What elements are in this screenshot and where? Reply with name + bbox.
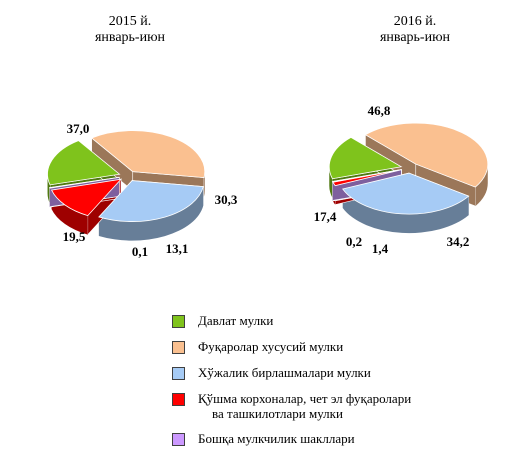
legend-label-qoshma-line1: Қўшма корхоналар, чет эл фуқаролари [198,391,412,406]
legend-swatch-davlat [172,315,185,328]
legend-label-boshqa: Бошқа мулкчилик шакллари [198,431,355,446]
pie-slice-side-1-xojalik-0 [342,188,469,234]
pie-slice-1-fuqarolar [364,122,489,188]
pie-slice-1-boshqa [331,169,402,183]
data-label-2016-davlat: 17,4 [314,209,337,224]
pie-slice-0-fuqarolar [90,130,206,179]
data-label-2015-xojalik: 30,3 [215,192,238,207]
legend-swatch-xojalik [172,367,185,380]
data-label-2016-qoshma: 1,4 [372,241,389,256]
pie-slice-0-xojalik [98,180,204,222]
legend-item-fuqarolar: Фуқаролар хусусий мулки [172,337,502,363]
legend-item-davlat: Давлат мулки [172,311,502,337]
pie-slice-1-xojalik [342,172,470,215]
pie-slice-0-davlat [47,140,121,186]
pie-slice-side-0-qoshma-0 [51,190,88,235]
pie-slice-side-1-fuqarolar-0 [475,164,488,207]
legend-label-qoshma: Қўшма корхоналар, чет эл фуқаролари ва т… [198,391,411,421]
pie-slice-side-0-xojalik-0 [98,186,204,241]
legend: Давлат мулки Фуқаролар хусусий мулки Хўж… [172,311,502,455]
pie-slices-2016 [328,122,489,234]
legend-label-davlat: Давлат мулки [198,313,274,328]
pie-slice-0-boshqa [49,176,120,189]
legend-item-boshqa: Бошқа мулкчилик шакллари [172,429,502,455]
data-label-2015-fuqarolar: 37,0 [67,121,90,136]
legend-swatch-fuqarolar [172,341,185,354]
pie-chart-2016: 2016 й. январь-июн 46,8 34,2 1,4 17,4 0,… [314,14,489,256]
pie-slice-0-qoshma [50,178,123,217]
chart-title-2015-line2: январь-июн [95,30,166,45]
data-label-2016-xojalik: 34,2 [447,234,470,249]
legend-swatch-boshqa [172,433,185,446]
legend-swatch-qoshma [172,393,185,406]
pie-chart-2015: 2015 й. январь-июн 37,0 30,3 13,1 19,5 0… [47,14,238,259]
legend-item-xojalik: Хўжалик бирлашмалари мулки [172,363,502,389]
data-label-2016-fuqarolar: 46,8 [368,103,391,118]
pie-slices-2015 [47,130,206,241]
data-label-2015-qoshma: 13,1 [166,241,189,256]
chart-title-2016-line1: 2016 й. [394,14,437,29]
legend-item-qoshma: Қўшма корхоналар, чет эл фуқаролари ва т… [172,389,502,429]
chart-title-2016-line2: январь-июн [380,30,451,45]
data-label-2016-boshqa: 0,2 [346,234,362,249]
data-label-2015-boshqa: 0,1 [132,244,148,259]
data-label-2015-davlat: 19,5 [63,229,86,244]
legend-label-fuqarolar: Фуқаролар хусусий мулки [198,339,344,354]
pie-slice-1-davlat [328,136,403,180]
pie-slice-side-1-davlat-0 [329,166,333,198]
legend-label-qoshma-line2: ва ташкилотлари мулки [212,406,343,421]
chart-title-2015-line1: 2015 й. [109,14,152,29]
legend-label-xojalik: Хўжалик бирлашмалари мулки [198,365,371,380]
